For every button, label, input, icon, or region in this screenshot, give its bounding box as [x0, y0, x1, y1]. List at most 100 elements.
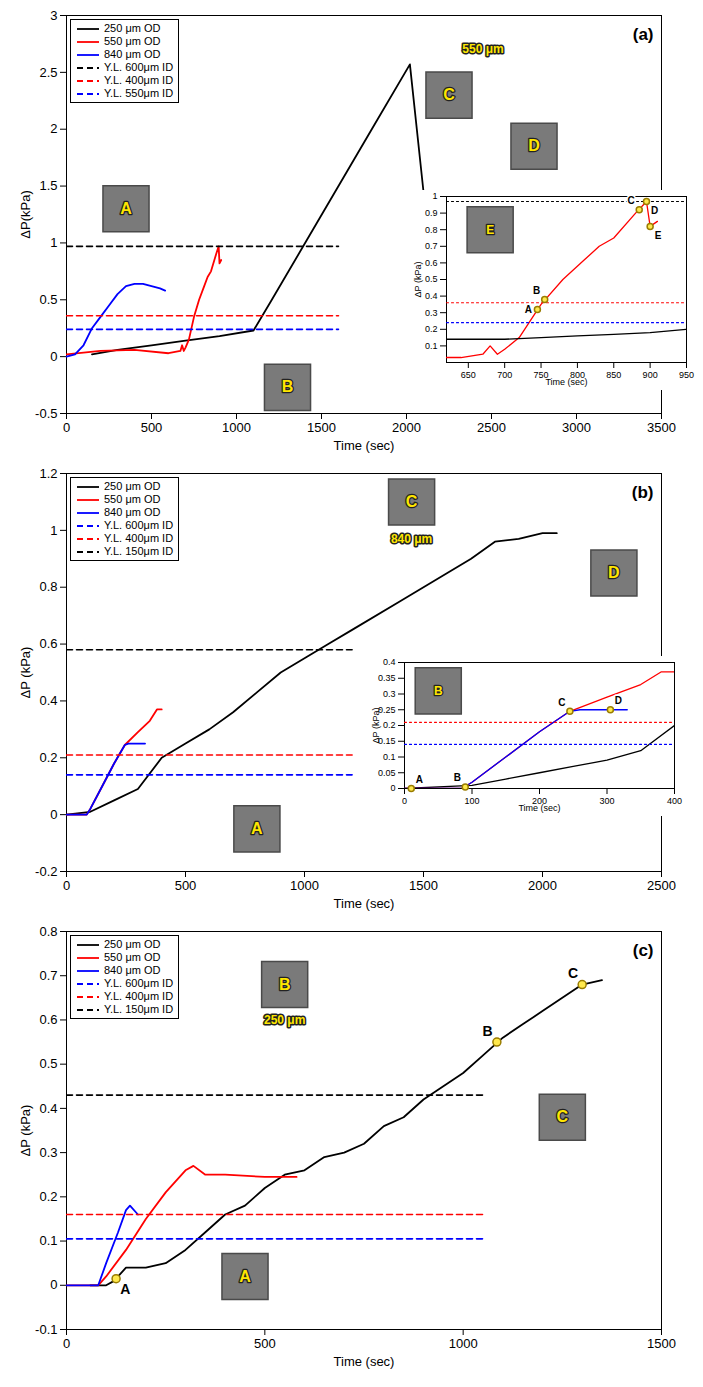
svg-text:0.4: 0.4	[39, 693, 57, 708]
svg-text:0.4: 0.4	[39, 1101, 57, 1116]
svg-text:0.2: 0.2	[425, 324, 438, 334]
svg-text:0.2: 0.2	[39, 750, 57, 765]
svg-text:-0.5: -0.5	[35, 406, 57, 421]
svg-text:0.6: 0.6	[425, 258, 438, 268]
svg-text:0: 0	[402, 796, 407, 806]
svg-text:-0.1: -0.1	[35, 1322, 57, 1337]
svg-text:950: 950	[679, 370, 694, 380]
svg-text:-0.2: -0.2	[35, 864, 57, 879]
svg-text:C: C	[406, 493, 418, 510]
svg-text:1000: 1000	[290, 878, 319, 893]
svg-text:0.2: 0.2	[383, 720, 396, 730]
svg-text:1500: 1500	[409, 878, 438, 893]
svg-text:ΔP(kPa): ΔP(kPa)	[18, 190, 33, 238]
svg-text:0.6: 0.6	[39, 636, 57, 651]
svg-text:3500: 3500	[647, 420, 676, 435]
svg-text:2500: 2500	[647, 878, 676, 893]
svg-text:500: 500	[175, 878, 197, 893]
svg-text:2000: 2000	[528, 878, 557, 893]
svg-text:0.35: 0.35	[378, 673, 396, 683]
svg-text:1: 1	[432, 191, 437, 201]
svg-text:0: 0	[50, 1277, 57, 1292]
svg-text:2000: 2000	[392, 420, 421, 435]
svg-text:0.4: 0.4	[383, 657, 396, 667]
svg-text:B: B	[279, 976, 291, 993]
svg-text:0.5: 0.5	[425, 274, 438, 284]
svg-text:0.1: 0.1	[425, 341, 438, 351]
svg-text:0.8: 0.8	[39, 579, 57, 594]
svg-text:1: 1	[50, 523, 57, 538]
svg-text:0.5: 0.5	[39, 292, 57, 307]
svg-text:(c): (c)	[633, 941, 654, 960]
svg-text:E: E	[486, 223, 494, 237]
svg-text:550 μm: 550 μm	[462, 42, 503, 56]
svg-text:2: 2	[50, 121, 57, 136]
svg-text:C: C	[558, 697, 565, 708]
svg-text:Time (sec): Time (sec)	[334, 438, 395, 453]
svg-text:0.1: 0.1	[39, 1233, 57, 1248]
svg-text:3: 3	[50, 8, 57, 23]
svg-text:0.1: 0.1	[383, 752, 396, 762]
svg-text:0: 0	[50, 349, 57, 364]
svg-text:(a): (a)	[633, 25, 654, 44]
svg-text:840 μm: 840 μm	[391, 532, 432, 546]
svg-text:A: A	[120, 200, 132, 217]
svg-text:0.3: 0.3	[39, 1145, 57, 1160]
svg-text:0.3: 0.3	[425, 308, 438, 318]
svg-text:0.3: 0.3	[383, 689, 396, 699]
svg-text:100: 100	[464, 796, 479, 806]
svg-text:ΔP (kPa): ΔP (kPa)	[371, 708, 381, 744]
svg-text:ΔP (kPa): ΔP (kPa)	[18, 647, 33, 699]
svg-text:C: C	[557, 1108, 569, 1125]
svg-text:A: A	[525, 304, 532, 315]
svg-text:ΔP (kPa): ΔP (kPa)	[413, 262, 423, 298]
svg-text:500: 500	[141, 420, 163, 435]
svg-text:D: D	[615, 695, 622, 706]
svg-text:0.7: 0.7	[39, 968, 57, 983]
svg-text:2500: 2500	[477, 420, 506, 435]
svg-text:1: 1	[50, 235, 57, 250]
svg-text:0: 0	[50, 807, 57, 822]
svg-text:0.4: 0.4	[425, 291, 438, 301]
svg-text:C: C	[568, 965, 578, 981]
svg-text:E: E	[655, 230, 662, 241]
svg-text:0: 0	[63, 878, 70, 893]
svg-text:1500: 1500	[307, 420, 336, 435]
svg-text:0.5: 0.5	[39, 1056, 57, 1071]
svg-text:0: 0	[63, 1336, 70, 1351]
svg-text:Time (sec): Time (sec)	[334, 896, 395, 911]
svg-text:900: 900	[643, 370, 658, 380]
svg-text:C: C	[628, 195, 635, 206]
svg-text:C: C	[443, 86, 455, 103]
svg-text:0.8: 0.8	[39, 924, 57, 939]
svg-text:B: B	[434, 684, 443, 698]
svg-text:ΔP (kPa): ΔP (kPa)	[18, 1105, 33, 1157]
svg-text:Time (sec): Time (sec)	[334, 1354, 395, 1369]
svg-text:0.9: 0.9	[425, 208, 438, 218]
svg-text:300: 300	[599, 796, 614, 806]
svg-text:B: B	[533, 285, 540, 296]
svg-text:0: 0	[63, 420, 70, 435]
svg-text:850: 850	[606, 370, 621, 380]
svg-text:A: A	[120, 1281, 130, 1297]
svg-text:0.2: 0.2	[39, 1189, 57, 1204]
svg-text:B: B	[483, 1023, 493, 1039]
svg-text:1000: 1000	[449, 1336, 478, 1351]
svg-text:Time (sec): Time (sec)	[518, 803, 560, 813]
svg-text:700: 700	[497, 370, 512, 380]
svg-text:B: B	[282, 378, 294, 395]
svg-text:0.7: 0.7	[425, 241, 438, 251]
svg-text:1.5: 1.5	[39, 178, 57, 193]
svg-text:Time (sec): Time (sec)	[545, 377, 587, 387]
svg-text:0: 0	[390, 783, 395, 793]
svg-text:B: B	[454, 772, 461, 783]
svg-text:3000: 3000	[562, 420, 591, 435]
svg-text:500: 500	[254, 1336, 276, 1351]
svg-text:D: D	[528, 137, 540, 154]
svg-text:1.2: 1.2	[39, 466, 57, 481]
svg-text:0.8: 0.8	[425, 225, 438, 235]
svg-text:650: 650	[461, 370, 476, 380]
svg-text:A: A	[251, 820, 263, 837]
svg-text:400: 400	[667, 796, 682, 806]
svg-text:D: D	[608, 564, 620, 581]
